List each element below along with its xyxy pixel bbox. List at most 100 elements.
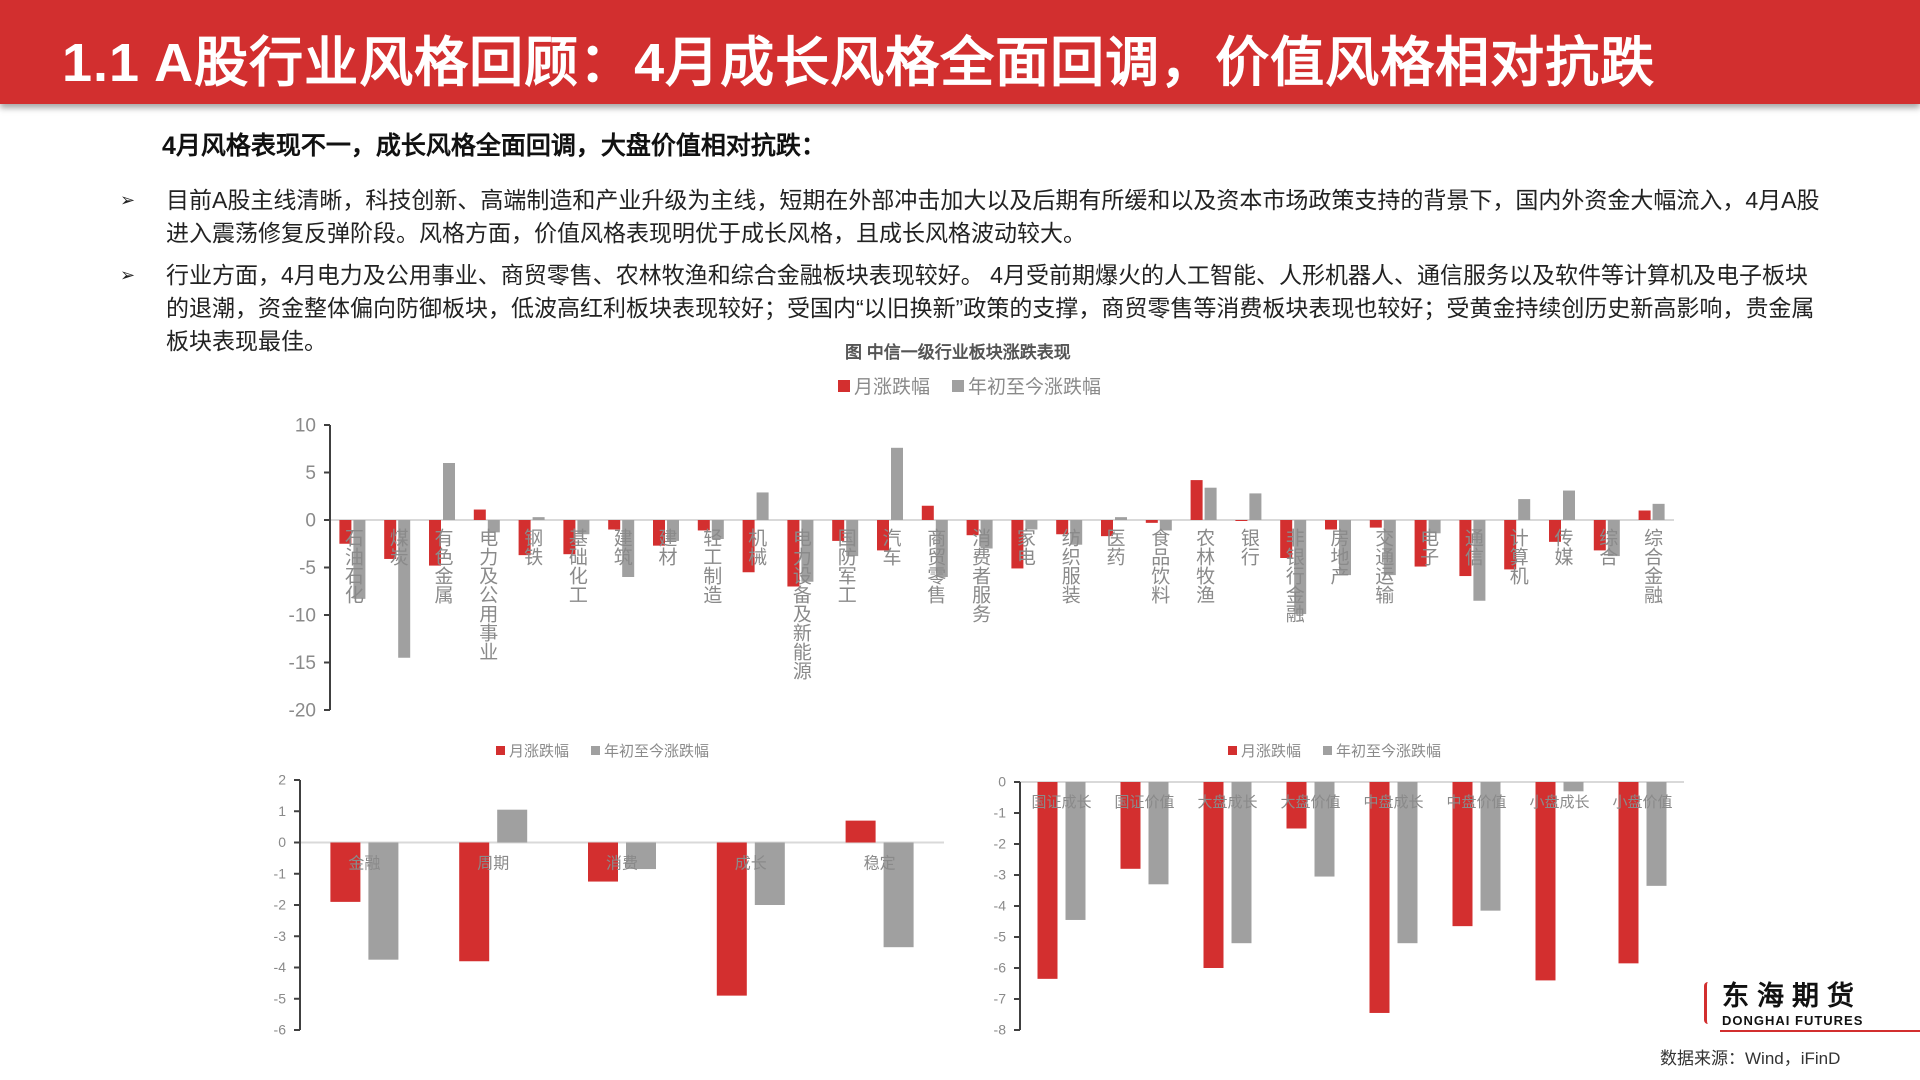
industry-chart-legend: 月涨跌幅 年初至今涨跌幅 [838,372,1101,399]
bar-monthly [1618,782,1639,964]
category-label: 电力设备及新能源 [790,528,812,681]
bar-ytd [1148,782,1169,885]
summary-headline: 4月风格表现不一，成长风格全面回调，大盘价值相对抗跌： [162,132,826,160]
logo-underline [1720,1030,1920,1032]
y-tick-label: 0 [278,834,286,850]
title-banner: 1.1 A股行业风格回顾：4月成长风格全面回调，价值风格相对抗跌 [0,0,1920,104]
bar-ytd [801,520,814,582]
category-label: 轻工制造 [700,528,722,604]
bar-monthly [1286,782,1307,829]
bar-monthly [518,520,531,556]
bar-ytd [622,520,635,577]
bar-monthly [1549,520,1561,542]
bar-monthly [1459,520,1472,577]
bar-monthly [339,520,352,544]
legend-ytd: 年初至今涨跌幅 [1323,740,1441,761]
bar-monthly [742,520,755,573]
category-label: 机械 [745,528,767,566]
bullet-industry-overview: ➢ 行业方面，4月电力及公用事业、商贸零售、农林牧渔和综合金融板块表现较好。 4… [120,259,1820,358]
bar-ytd [935,520,948,577]
arrow-bullet-icon: ➢ [120,265,136,285]
category-label: 食品饮料 [1148,528,1170,604]
bar-monthly [1593,520,1606,551]
category-label: 汽车 [880,528,902,566]
bar-monthly [787,520,800,587]
bar-monthly [1101,520,1113,537]
y-tick-label: -10 [289,605,316,626]
y-tick-label: 1 [278,803,286,819]
category-label: 建筑 [611,528,633,566]
bar-ytd [1383,520,1396,576]
bar-monthly [1145,520,1158,523]
category-label: 电力及公用事业 [476,528,498,661]
category-label: 中盘成长 [1363,793,1423,811]
category-label: 基础化工 [566,528,588,604]
bar-ytd [756,492,769,520]
category-label: 通信 [1462,528,1484,566]
bar-ytd [1159,520,1172,531]
bar-ytd [1480,782,1501,911]
bar-monthly [1190,480,1203,520]
legend-monthly: 月涨跌幅 [496,740,569,761]
y-tick-label: -4 [274,959,287,975]
category-label: 小盘成长 [1529,793,1589,811]
bar-ytd [883,842,914,948]
y-tick-label: -2 [274,897,287,913]
legend-ytd: 年初至今涨跌幅 [591,740,709,761]
category-label: 家电 [1014,528,1035,566]
bar-ytd [1231,782,1252,944]
data-source-note: 数据来源：Wind，iFinD [1660,1049,1841,1068]
y-tick-label: -8 [994,1022,1007,1038]
category-label: 小盘价值 [1612,793,1672,811]
bar-ytd [1025,520,1038,530]
bar-ytd [443,463,455,520]
y-tick-label: 0 [305,510,316,531]
size-style-bar-chart: 0 -1 -2 -3 -4 -5 -6 -7 -8 国证成长 国证价值 大盘成长 大盘价值 中盘成长 中盘价… [994,774,1684,1038]
bullet-market-overview: ➢ 目前A股主线清晰，科技创新、高端制造和产业升级为主线，短期在外部冲击加大以及… [120,184,1820,250]
bar-ytd [1115,517,1127,520]
category-label: 周期 [477,855,509,873]
y-tick-label: -15 [289,653,316,674]
bar-ytd [1294,520,1307,615]
category-label: 综合金融 [1641,528,1663,604]
bar-monthly [1037,782,1058,979]
category-label: 国证价值 [1114,794,1174,811]
bar-ytd [497,809,528,843]
category-label: 有色金属 [432,528,454,605]
gray-swatch-icon [952,379,965,392]
gray-swatch-icon [1323,746,1333,755]
bar-ytd [1065,782,1086,920]
style-chart-legend: 月涨跌幅 年初至今涨跌幅 [496,740,709,761]
bar-monthly [697,520,710,531]
category-label: 农林牧渔 [1193,528,1215,604]
bar-monthly [845,820,876,843]
category-label: 计算机 [1507,528,1529,585]
y-tick-label: -6 [274,1022,287,1038]
category-label: 商贸零售 [924,528,946,604]
category-label: 金融 [348,855,380,873]
y-tick-label: -4 [994,898,1007,914]
category-label: 煤炭 [387,528,409,566]
y-tick-label: 0 [998,774,1006,790]
category-label: 房地产 [1328,528,1350,585]
category-label: 非银行金融 [1283,528,1305,623]
bar-monthly [1638,510,1651,520]
logo-mark-icon [1704,982,1712,1024]
bar-monthly [1203,782,1224,968]
bar-ytd [487,520,500,533]
category-label: 建材 [656,528,678,566]
y-tick-label: -6 [994,960,1007,976]
y-tick-label: -3 [994,867,1007,883]
category-label: 医药 [1104,528,1125,566]
bar-monthly [1452,782,1473,927]
bar-monthly [1280,520,1293,558]
y-tick-label: 10 [295,415,316,436]
y-tick-label: -1 [994,805,1007,821]
y-tick-label: -7 [994,991,1007,1007]
bar-ytd [754,842,785,905]
category-label: 大盘成长 [1197,793,1257,811]
bar-monthly [1056,520,1069,535]
arrow-bullet-icon: ➢ [120,190,136,210]
category-label: 消费者服务 [969,528,991,623]
bar-monthly [832,520,845,541]
